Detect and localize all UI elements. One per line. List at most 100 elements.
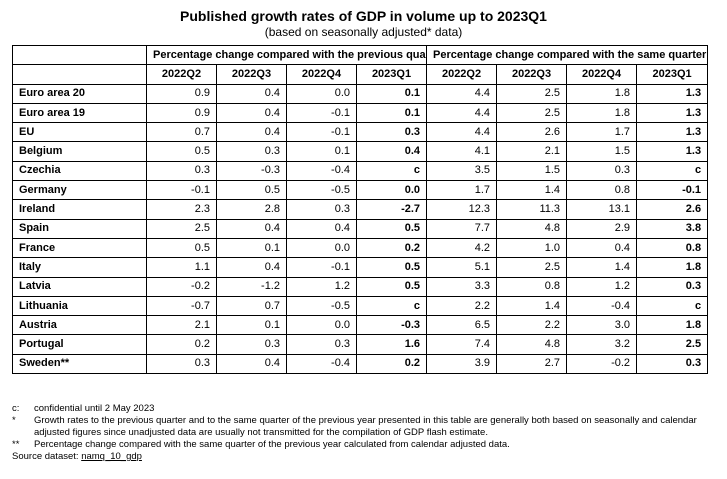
value-cell: 1.7 <box>566 122 638 143</box>
country-cell: Euro area 20 <box>12 83 147 104</box>
value-cell: 0.5 <box>146 141 217 162</box>
value-cell: 0.5 <box>146 237 217 259</box>
value-cell: 0.3 <box>146 160 217 182</box>
value-cell: 2.1 <box>146 315 217 336</box>
country-cell: Euro area 19 <box>12 102 147 124</box>
value-cell: 0.3 <box>636 353 709 375</box>
country-cell: Lithuania <box>12 295 147 317</box>
value-cell: -2.7 <box>355 199 428 220</box>
value-cell: 1.8 <box>636 257 709 278</box>
value-cell: 2.5 <box>496 83 568 104</box>
value-cell: 3.8 <box>636 218 709 239</box>
group-header-prev-quarter: Percentage change compared with the prev… <box>145 44 428 66</box>
value-cell: 2.9 <box>566 218 638 239</box>
header-corner-cell-2 <box>12 64 147 85</box>
group-header-prev-year: Percentage change compared with the same… <box>426 44 709 66</box>
quarter-header-row: 2022Q2 2022Q3 2022Q4 2023Q1 2022Q2 2022Q3 2022… <box>12 64 709 85</box>
source-dataset-link[interactable]: namq_10_gdp <box>81 451 142 462</box>
value-cell: 5.1 <box>426 257 498 278</box>
value-cell: 0.3 <box>216 334 287 355</box>
value-cell: 1.2 <box>566 276 638 297</box>
value-cell: 0.2 <box>355 353 428 375</box>
country-cell: Ireland <box>12 199 147 220</box>
table-row: Czechia 0.3 -0.3 -0.4 c 3.5 1.5 0.3 c <box>12 160 709 182</box>
value-cell: 0.4 <box>216 257 287 278</box>
value-cell: 1.3 <box>636 102 709 124</box>
value-cell: -0.4 <box>286 353 357 375</box>
value-cell: 0.5 <box>216 180 287 201</box>
source-label: Source dataset: <box>12 451 79 462</box>
value-cell: 3.3 <box>426 276 498 297</box>
footnotes: c: confidential until 2 May 2023 * Growth r… <box>12 403 712 463</box>
value-cell: 0.3 <box>146 353 217 375</box>
value-cell: 1.7 <box>426 180 498 201</box>
value-cell: 2.1 <box>496 141 568 162</box>
footnote-mark: * <box>12 415 16 426</box>
value-cell: 0.4 <box>216 102 287 124</box>
value-cell: -0.1 <box>146 180 217 201</box>
value-cell: 1.1 <box>146 257 217 278</box>
value-cell: 4.4 <box>426 102 498 124</box>
quarter-header-prev-year-2023q1: 2023Q1 <box>636 64 709 85</box>
page-subtitle: (based on seasonally adjusted* data) <box>264 25 463 39</box>
value-cell: c <box>636 160 709 182</box>
value-cell: -0.4 <box>286 160 357 182</box>
value-cell: 0.1 <box>355 102 428 124</box>
quarter-header-prev-quarter-2023q1: 2023Q1 <box>355 64 428 85</box>
value-cell: 0.3 <box>566 160 638 182</box>
value-cell: 2.5 <box>146 218 217 239</box>
value-cell: 6.5 <box>426 315 498 336</box>
value-cell: 0.5 <box>355 218 428 239</box>
value-cell: 4.4 <box>426 83 498 104</box>
country-cell: Austria <box>12 315 147 336</box>
value-cell: 4.8 <box>496 218 568 239</box>
value-cell: 1.3 <box>636 122 709 143</box>
footnote: * Growth rates to the previous quarter an… <box>12 415 712 439</box>
table-row: Portugal 0.2 0.3 0.3 1.6 7.4 4.8 3.2 2.5 <box>12 334 709 355</box>
value-cell: 3.2 <box>566 334 638 355</box>
table-row: Spain 2.5 0.4 0.4 0.5 7.7 4.8 2.9 3.8 <box>12 218 709 239</box>
footnote-text: confidential until 2 May 2023 <box>34 403 155 414</box>
quarter-header-prev-quarter-2022q3: 2022Q3 <box>216 64 287 85</box>
country-cell: EU <box>12 122 147 143</box>
value-cell: 0.0 <box>286 83 357 104</box>
value-cell: 1.5 <box>566 141 638 162</box>
quarter-header-prev-quarter-2022q2: 2022Q2 <box>146 64 217 85</box>
value-cell: 0.7 <box>216 295 287 317</box>
value-cell: 0.0 <box>286 315 357 336</box>
quarter-header-prev-year-2022q2: 2022Q2 <box>426 64 498 85</box>
value-cell: 7.7 <box>426 218 498 239</box>
value-cell: 3.5 <box>426 160 498 182</box>
table-row: EU 0.7 0.4 -0.1 0.3 4.4 2.6 1.7 1.3 <box>12 122 709 143</box>
value-cell: 0.9 <box>146 102 217 124</box>
value-cell: 2.6 <box>496 122 568 143</box>
footnote-text: Growth rates to the previous quarter and… <box>34 415 697 438</box>
value-cell: 1.4 <box>496 180 568 201</box>
value-cell: 0.0 <box>286 237 357 259</box>
value-cell: 0.1 <box>355 83 428 104</box>
value-cell: -0.3 <box>355 315 428 336</box>
table-row: Austria 2.1 0.1 0.0 -0.3 6.5 2.2 3.0 1.8 <box>12 315 709 336</box>
value-cell: 0.4 <box>566 237 638 259</box>
country-cell: Czechia <box>12 160 147 182</box>
table-row: Lithuania -0.7 0.7 -0.5 c 2.2 1.4 -0.4 c <box>12 295 709 317</box>
value-cell: 2.3 <box>146 199 217 220</box>
value-cell: 1.6 <box>355 334 428 355</box>
country-cell: Belgium <box>12 141 147 162</box>
value-cell: 0.4 <box>216 353 287 375</box>
value-cell: 0.4 <box>355 141 428 162</box>
table-row: Ireland 2.3 2.8 0.3 -2.7 12.3 11.3 13.1 2.6 <box>12 199 709 220</box>
value-cell: 0.8 <box>636 237 709 259</box>
quarter-header-prev-quarter-2022q4: 2022Q4 <box>286 64 357 85</box>
value-cell: -0.4 <box>566 295 638 317</box>
value-cell: 7.4 <box>426 334 498 355</box>
footnote-mark: c: <box>12 403 20 414</box>
country-cell: France <box>12 237 147 259</box>
value-cell: 0.4 <box>216 218 287 239</box>
header-corner-cell <box>12 44 147 66</box>
table-row: Belgium 0.5 0.3 0.1 0.4 4.1 2.1 1.5 1.3 <box>12 141 709 162</box>
value-cell: 2.5 <box>496 257 568 278</box>
value-cell: 0.8 <box>496 276 568 297</box>
table-row: Italy 1.1 0.4 -0.1 0.5 5.1 2.5 1.4 1.8 <box>12 257 709 278</box>
footnote: ** Percentage change compared with the sa… <box>12 439 712 451</box>
